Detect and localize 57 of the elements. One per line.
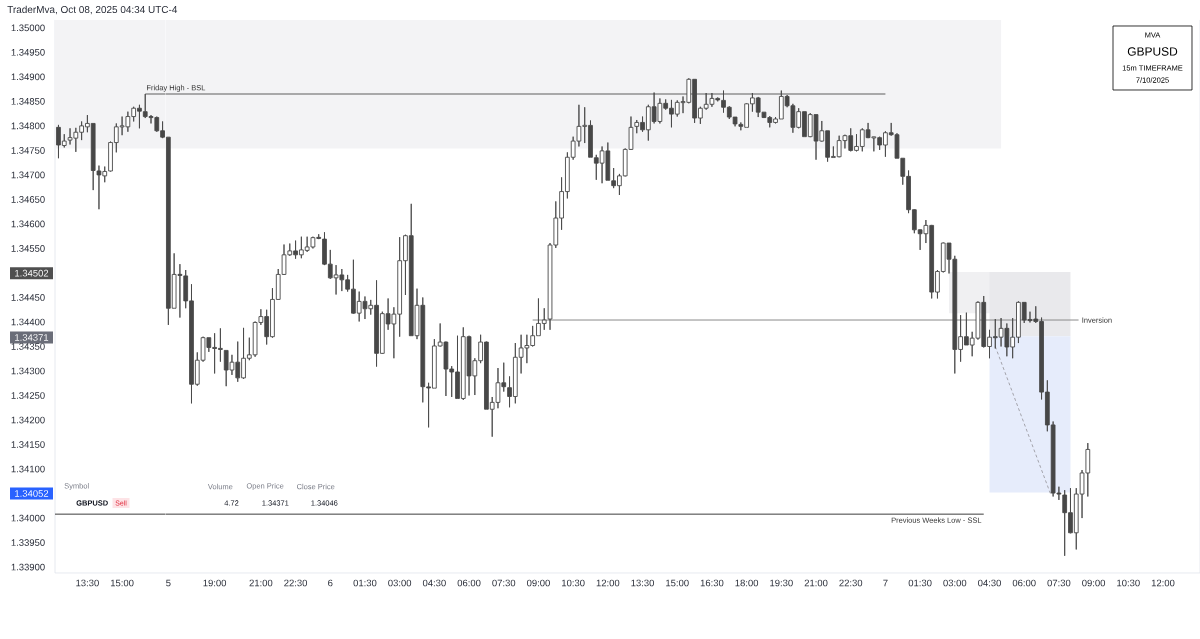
x-tick-label: 12:00: [596, 579, 620, 587]
y-tick-label: 1.34450: [11, 294, 45, 301]
x-tick-label: 19:00: [203, 579, 227, 587]
x-tick-label: 07:30: [1047, 579, 1071, 587]
y-tick-label: 1.34400: [11, 318, 45, 326]
y-tick-label: 1.34100: [11, 465, 45, 473]
y-tick-label: 1.33950: [11, 539, 45, 546]
x-tick-label: 18:00: [735, 579, 759, 587]
y-tick-label: 1.34000: [11, 514, 45, 522]
x-tick-label: 04:30: [422, 579, 446, 587]
y-tick-label: 1.34750: [11, 147, 45, 154]
x-tick-label: 04:30: [978, 579, 1001, 587]
x-tick-label: 03:00: [943, 579, 967, 587]
chart-title: TraderMva, Oct 08, 2025 04:34 UTC-4: [7, 5, 178, 15]
x-tick-label: 10:30: [1117, 579, 1140, 587]
x-tick-label: 22:30: [284, 579, 308, 587]
y-tick-label: 1.34800: [11, 122, 45, 130]
x-tick-label: 12:00: [1151, 579, 1175, 587]
x-tick-label: 13:30: [631, 579, 655, 587]
x-tick-label: 16:30: [700, 579, 724, 587]
x-tick-label: 15:00: [666, 579, 689, 587]
x-tick-label: 10:30: [562, 579, 585, 587]
annotation: GBPUSD: [1127, 47, 1178, 56]
x-tick-label: 6: [328, 579, 333, 587]
y-tick-label: 1.34250: [11, 392, 45, 399]
text: 1.34052: [15, 490, 49, 497]
text: 1.34371: [15, 334, 49, 341]
y-tick-label: 1.34350: [11, 343, 45, 350]
y-tick-label: 1.34550: [11, 245, 45, 252]
x-tick-label: 15:00: [110, 579, 134, 587]
x-tick-label: 22:30: [839, 579, 863, 587]
y-tick-label: 1.34950: [11, 48, 45, 56]
x-tick-label: 01:30: [908, 579, 932, 587]
x-tick-label: 06:00: [1012, 579, 1036, 587]
x-tick-label: 21:00: [804, 579, 828, 587]
y-tick-label: 1.34650: [11, 196, 45, 203]
x-tick-label: 5: [166, 579, 171, 587]
y-tick-label: 1.33900: [11, 563, 45, 571]
x-tick-label: 09:00: [526, 579, 550, 587]
y-tick-label: 1.34300: [11, 367, 45, 375]
x-tick-label: 7: [883, 579, 888, 587]
text: 1.34502: [15, 269, 49, 277]
y-tick-label: 1.34700: [11, 171, 45, 179]
x-tick-label: 06:00: [457, 579, 481, 587]
y-tick-label: 1.35000: [11, 24, 45, 32]
x-tick-label: 07:30: [492, 579, 516, 587]
y-tick-label: 1.34600: [11, 220, 45, 228]
y-tick-label: 1.34850: [11, 98, 45, 105]
y-tick-label: 1.34900: [11, 73, 45, 81]
x-tick-label: 03:00: [388, 579, 412, 587]
x-tick-label: 09:00: [1082, 579, 1106, 587]
y-tick-label: 1.34200: [11, 416, 45, 424]
x-tick-label: 13:30: [76, 579, 99, 587]
x-tick-label: 19:30: [770, 579, 793, 587]
x-tick-label: 01:30: [353, 579, 377, 587]
x-tick-label: 21:00: [249, 579, 273, 587]
y-tick-label: 1.34150: [11, 441, 45, 448]
